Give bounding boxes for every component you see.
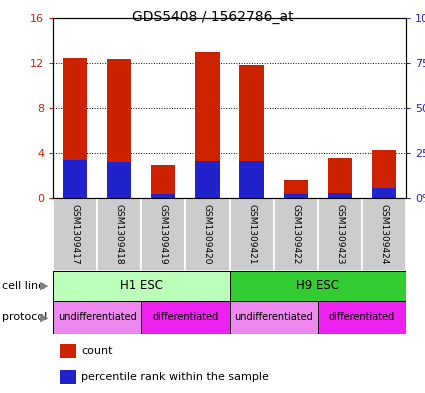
Bar <box>151 165 176 198</box>
Text: cell line: cell line <box>2 281 45 291</box>
Bar <box>151 194 176 198</box>
Bar <box>328 158 352 198</box>
Bar <box>141 198 185 271</box>
Bar <box>239 65 264 198</box>
Bar <box>283 194 308 198</box>
Bar <box>185 198 230 271</box>
Bar <box>230 198 274 271</box>
Bar <box>53 198 97 271</box>
Text: ▶: ▶ <box>40 281 49 291</box>
Text: GSM1309421: GSM1309421 <box>247 204 256 265</box>
Text: percentile rank within the sample: percentile rank within the sample <box>81 372 269 382</box>
Bar <box>328 193 352 198</box>
Text: GSM1309420: GSM1309420 <box>203 204 212 265</box>
Bar <box>53 301 141 334</box>
Text: undifferentiated: undifferentiated <box>58 312 136 322</box>
Bar <box>362 198 406 271</box>
Text: GSM1309417: GSM1309417 <box>71 204 79 265</box>
Text: ▶: ▶ <box>40 312 49 322</box>
Bar <box>53 271 230 301</box>
Text: GSM1309423: GSM1309423 <box>335 204 344 265</box>
Text: GSM1309419: GSM1309419 <box>159 204 168 265</box>
Bar <box>274 198 317 271</box>
Text: protocol: protocol <box>2 312 47 322</box>
Text: H1 ESC: H1 ESC <box>120 279 163 292</box>
Bar <box>196 51 220 198</box>
Bar <box>372 188 396 198</box>
Text: undifferentiated: undifferentiated <box>234 312 313 322</box>
Bar <box>283 180 308 198</box>
Text: differentiated: differentiated <box>152 312 218 322</box>
Bar <box>230 271 406 301</box>
Text: GSM1309418: GSM1309418 <box>115 204 124 265</box>
Bar <box>60 344 76 358</box>
Bar <box>196 161 220 198</box>
Bar <box>60 370 76 384</box>
Bar <box>141 301 230 334</box>
Text: H9 ESC: H9 ESC <box>296 279 339 292</box>
Bar <box>372 150 396 198</box>
Bar <box>239 161 264 198</box>
Bar <box>107 162 131 198</box>
Bar <box>230 301 317 334</box>
Bar <box>97 198 141 271</box>
Bar <box>107 59 131 198</box>
Bar <box>317 301 406 334</box>
Text: count: count <box>81 346 113 356</box>
Bar <box>317 198 362 271</box>
Bar <box>63 58 87 198</box>
Text: GSM1309422: GSM1309422 <box>291 204 300 264</box>
Bar <box>63 160 87 198</box>
Text: GSM1309424: GSM1309424 <box>380 204 388 264</box>
Text: GDS5408 / 1562786_at: GDS5408 / 1562786_at <box>132 10 293 24</box>
Text: differentiated: differentiated <box>329 312 395 322</box>
